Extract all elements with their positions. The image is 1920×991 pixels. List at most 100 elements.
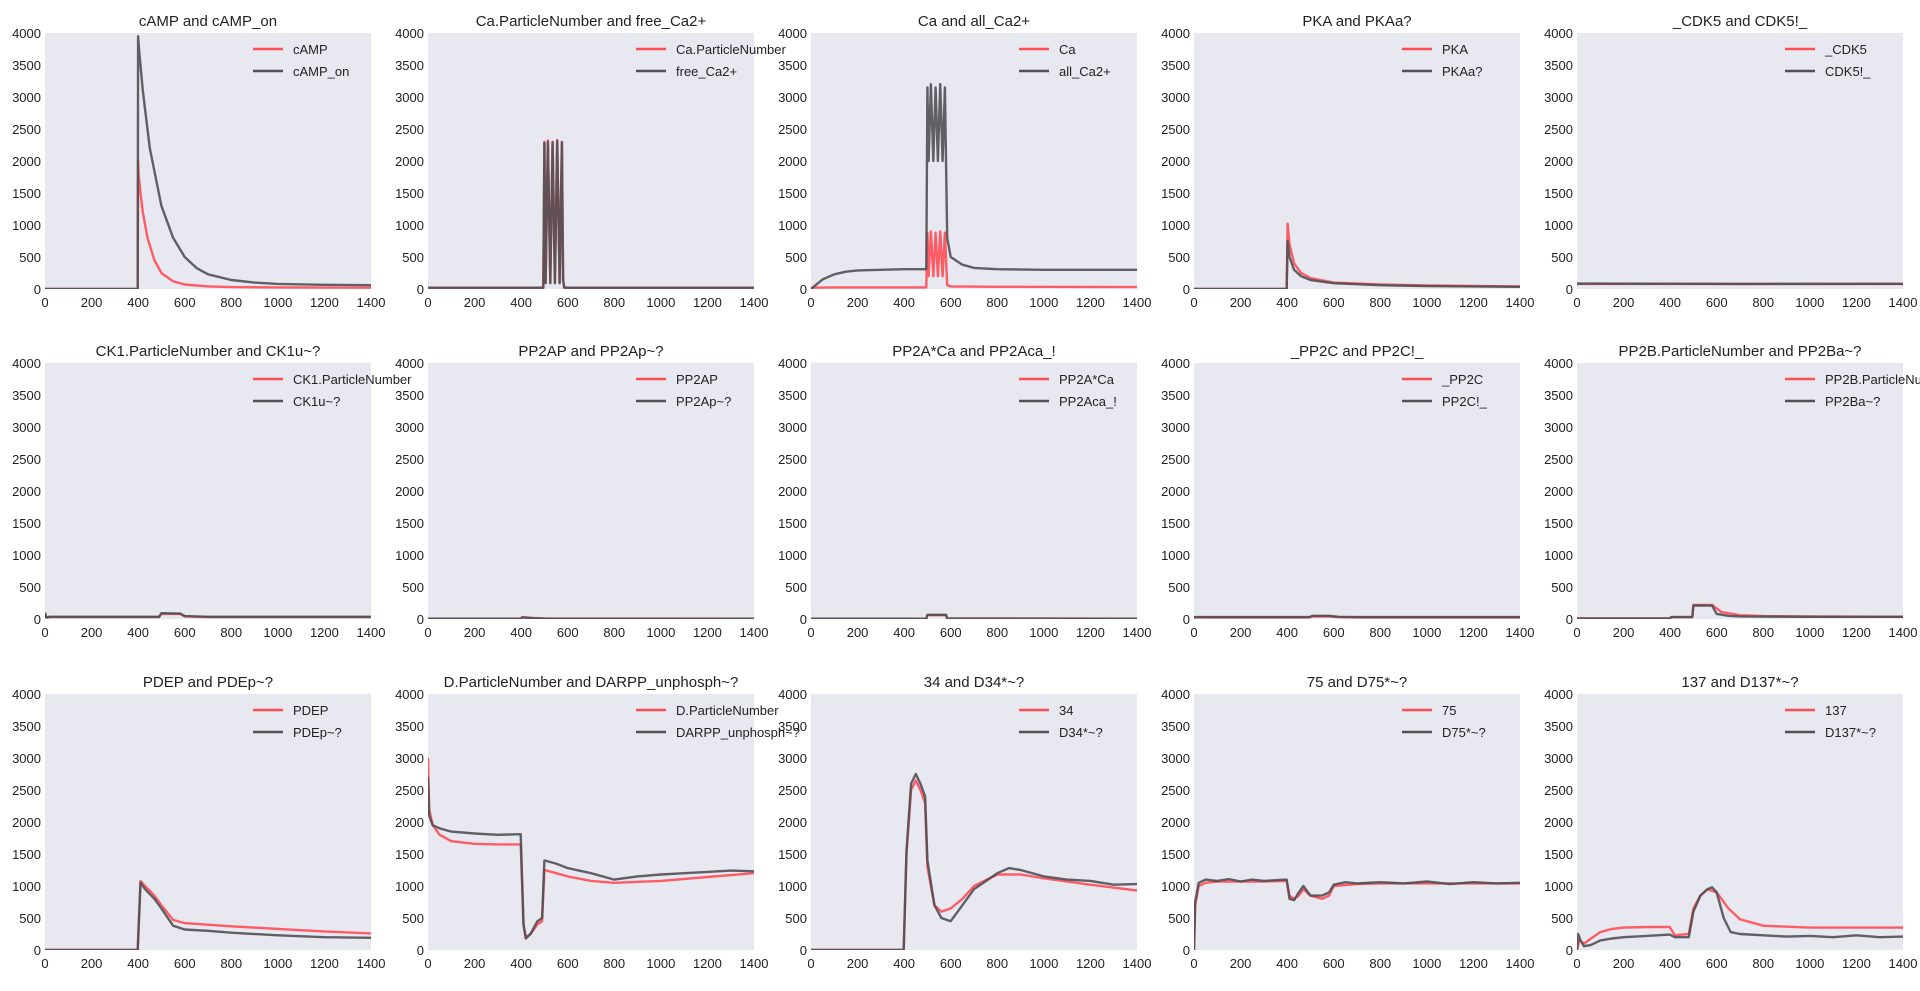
- y-tick-label: 500: [402, 580, 424, 595]
- chart-panel: 137 and D137*~?0500100015002000250030003…: [1544, 674, 1917, 971]
- x-tick-label: 600: [1706, 295, 1728, 310]
- chart-title: Ca.ParticleNumber and free_Ca2+: [476, 13, 707, 30]
- chart-title: Ca and all_Ca2+: [918, 13, 1030, 30]
- y-tick-label: 3500: [1161, 58, 1190, 73]
- y-tick-label: 1500: [778, 186, 807, 201]
- x-tick-label: 400: [893, 956, 915, 971]
- chart-title: 75 and D75*~?: [1307, 674, 1408, 691]
- y-tick-label: 3500: [1544, 719, 1573, 734]
- chart-title: PP2AP and PP2Ap~?: [518, 343, 663, 360]
- x-tick-label: 800: [603, 625, 625, 640]
- y-tick-label: 1000: [1544, 879, 1573, 894]
- y-tick-label: 3000: [1161, 751, 1190, 766]
- chart-panel: 75 and D75*~?050010001500200025003000350…: [1161, 674, 1534, 971]
- x-tick-label: 800: [986, 295, 1008, 310]
- y-tick-label: 2500: [1161, 122, 1190, 137]
- y-tick-label: 2500: [1544, 122, 1573, 137]
- y-tick-label: 500: [19, 911, 41, 926]
- x-tick-label: 1200: [1842, 295, 1871, 310]
- chart-title: _CDK5 and CDK5!_: [1672, 13, 1808, 30]
- y-tick-label: 1500: [1161, 847, 1190, 862]
- legend-label: PP2C!_: [1442, 394, 1488, 409]
- x-tick-label: 1200: [1459, 295, 1488, 310]
- y-tick-label: 1500: [1544, 516, 1573, 531]
- chart-panel: PP2A*Ca and PP2Aca_!05001000150020002500…: [778, 343, 1151, 640]
- x-tick-label: 200: [847, 295, 869, 310]
- y-tick-label: 0: [1566, 282, 1573, 297]
- x-tick-label: 800: [603, 295, 625, 310]
- y-tick-label: 4000: [1161, 26, 1190, 41]
- x-tick-label: 200: [847, 625, 869, 640]
- x-tick-label: 1200: [1459, 956, 1488, 971]
- chart-panel: Ca.ParticleNumber and free_Ca2+050010001…: [395, 13, 786, 310]
- y-tick-label: 3000: [1161, 420, 1190, 435]
- x-tick-label: 400: [127, 625, 149, 640]
- y-tick-label: 3500: [12, 58, 41, 73]
- x-tick-label: 1200: [1076, 295, 1105, 310]
- y-tick-label: 2000: [12, 484, 41, 499]
- x-tick-label: 600: [557, 625, 579, 640]
- x-tick-label: 1400: [357, 956, 386, 971]
- x-tick-label: 1200: [693, 295, 722, 310]
- x-tick-label: 400: [1659, 625, 1681, 640]
- legend-label: 137: [1825, 703, 1847, 718]
- x-tick-label: 600: [1323, 625, 1345, 640]
- y-tick-label: 2500: [12, 452, 41, 467]
- x-tick-label: 600: [557, 956, 579, 971]
- x-tick-label: 0: [1190, 295, 1197, 310]
- x-tick-label: 200: [1230, 295, 1252, 310]
- x-tick-label: 1000: [646, 625, 675, 640]
- chart-panel: PKA and PKAa?050010001500200025003000350…: [1161, 13, 1534, 310]
- y-tick-label: 1500: [778, 516, 807, 531]
- y-tick-label: 1500: [778, 847, 807, 862]
- y-tick-label: 1500: [1161, 186, 1190, 201]
- y-tick-label: 3500: [1544, 388, 1573, 403]
- y-tick-label: 2000: [1161, 154, 1190, 169]
- legend-label: PP2Ap~?: [676, 394, 731, 409]
- y-tick-label: 500: [785, 911, 807, 926]
- y-tick-label: 2000: [395, 154, 424, 169]
- y-tick-label: 2000: [12, 815, 41, 830]
- y-tick-label: 1000: [1544, 218, 1573, 233]
- y-tick-label: 3000: [12, 90, 41, 105]
- y-tick-label: 500: [1168, 250, 1190, 265]
- y-tick-label: 2500: [395, 452, 424, 467]
- y-tick-label: 2500: [12, 122, 41, 137]
- y-tick-label: 1000: [1161, 548, 1190, 563]
- chart-panel: PP2AP and PP2Ap~?05001000150020002500300…: [395, 343, 768, 640]
- legend-label: PDEP: [293, 703, 328, 718]
- y-tick-label: 1500: [12, 516, 41, 531]
- y-tick-label: 3000: [395, 90, 424, 105]
- legend-label: _PP2C: [1441, 372, 1483, 387]
- x-tick-label: 400: [1659, 956, 1681, 971]
- y-tick-label: 500: [19, 250, 41, 265]
- x-tick-label: 200: [1613, 625, 1635, 640]
- y-tick-label: 1000: [778, 218, 807, 233]
- x-tick-label: 0: [807, 956, 814, 971]
- legend-label: all_Ca2+: [1059, 64, 1111, 79]
- y-tick-label: 3500: [778, 388, 807, 403]
- legend-label: CK1.ParticleNumber: [293, 372, 412, 387]
- y-tick-label: 1000: [12, 548, 41, 563]
- x-tick-label: 1400: [740, 625, 769, 640]
- y-tick-label: 4000: [12, 356, 41, 371]
- x-tick-label: 1400: [1506, 625, 1535, 640]
- legend-label: CK1u~?: [293, 394, 340, 409]
- y-tick-label: 2500: [1544, 783, 1573, 798]
- x-tick-label: 200: [464, 956, 486, 971]
- x-tick-label: 1000: [263, 625, 292, 640]
- y-tick-label: 1000: [778, 548, 807, 563]
- y-tick-label: 0: [1566, 943, 1573, 958]
- legend-label: PP2B.ParticleNumber: [1825, 372, 1920, 387]
- legend-label: CDK5!_: [1825, 64, 1871, 79]
- y-tick-label: 3000: [778, 751, 807, 766]
- y-tick-label: 0: [800, 612, 807, 627]
- y-tick-label: 500: [402, 911, 424, 926]
- x-tick-label: 200: [847, 956, 869, 971]
- x-tick-label: 0: [807, 295, 814, 310]
- x-tick-label: 1400: [357, 295, 386, 310]
- y-tick-label: 2500: [1161, 783, 1190, 798]
- y-tick-label: 2000: [1544, 484, 1573, 499]
- legend-label: PKAa?: [1442, 64, 1482, 79]
- x-tick-label: 1200: [693, 625, 722, 640]
